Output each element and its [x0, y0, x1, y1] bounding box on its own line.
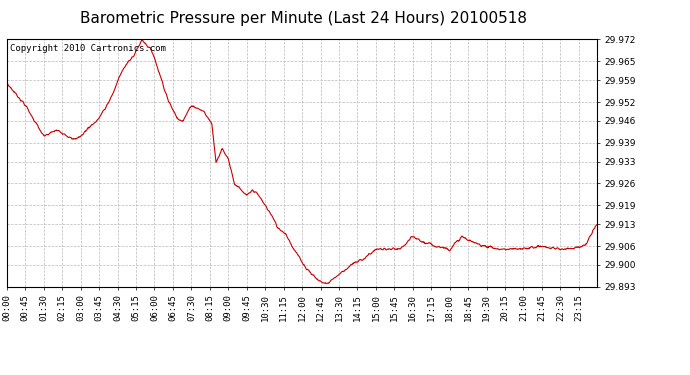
Text: Barometric Pressure per Minute (Last 24 Hours) 20100518: Barometric Pressure per Minute (Last 24 …	[80, 11, 527, 26]
Text: Copyright 2010 Cartronics.com: Copyright 2010 Cartronics.com	[10, 44, 166, 53]
